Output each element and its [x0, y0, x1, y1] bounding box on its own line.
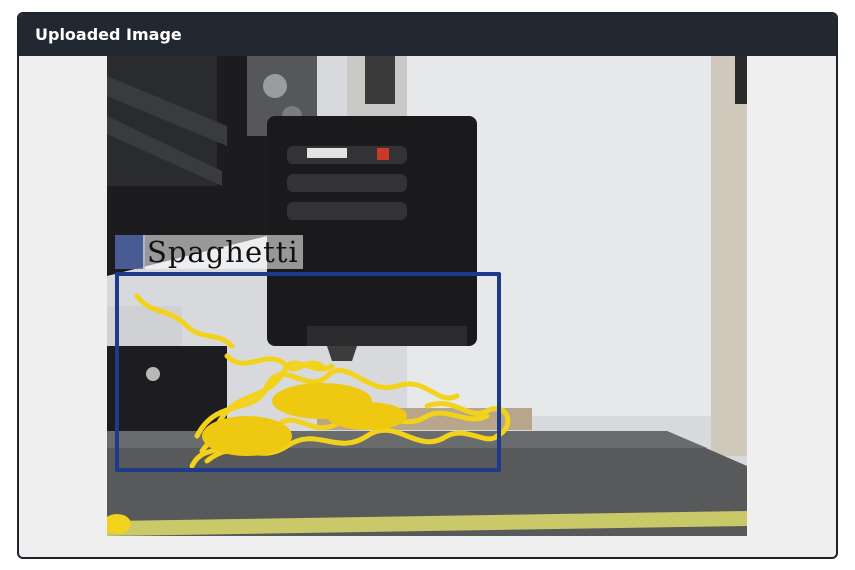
detection-label: Spaghetti	[143, 235, 303, 269]
detection-bounding-box	[115, 272, 501, 472]
uploaded-image-panel: Uploaded Image	[17, 12, 838, 559]
detection-label-swatch	[115, 235, 145, 269]
panel-title: Uploaded Image	[19, 14, 836, 56]
